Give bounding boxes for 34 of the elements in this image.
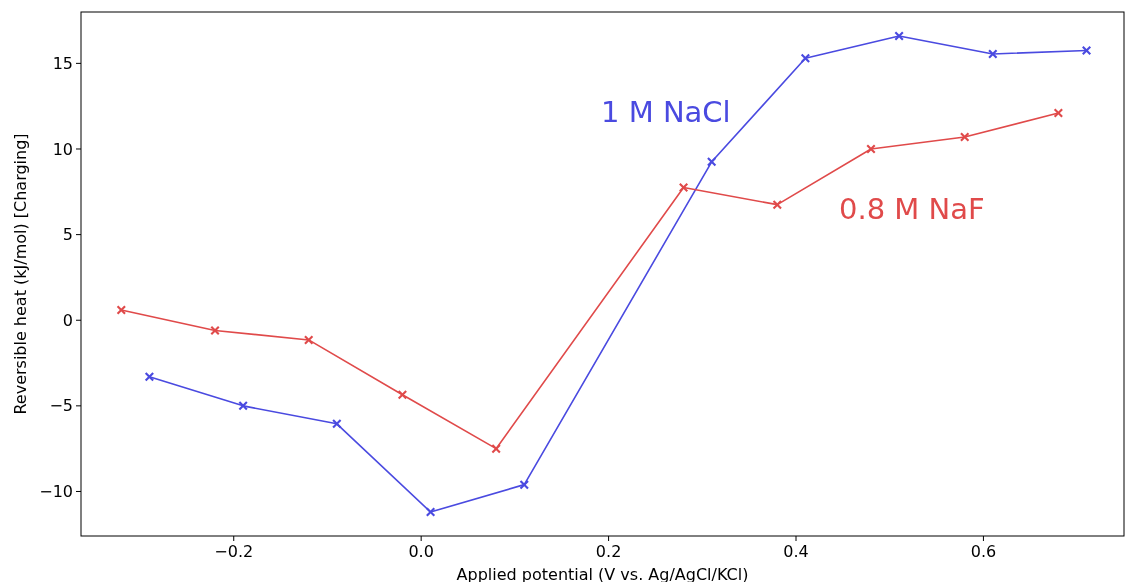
series-label: 0.8 M NaF [838,191,985,226]
point [1053,108,1063,118]
point [1082,46,1092,56]
point [491,444,501,454]
point [988,49,998,59]
point [116,305,126,315]
x-tick-label: 0.4 [783,542,809,561]
y-tick-label: −10 [39,482,73,502]
point [707,157,717,167]
point [332,419,342,429]
y-tick-label: 5 [62,225,73,245]
point [679,183,689,193]
point [866,144,876,154]
y-tick-label: 15 [52,53,73,73]
y-tick-label: 10 [52,139,73,159]
x-tick-label: 0.6 [970,542,997,561]
series-label: 1 M NaCl [600,94,731,129]
point [210,326,220,336]
point [238,401,248,411]
y-tick-label: 0 [62,310,73,330]
point [426,507,436,517]
x-tick-label: 0.2 [595,542,622,561]
x-tick-label: −0.2 [214,542,254,561]
point [894,31,904,41]
point [144,372,154,382]
x-tick-label: 0.0 [408,542,434,561]
point [800,53,810,63]
y-axis-title: Reversible heat (kJ/mol) [Charging] [11,133,30,415]
point [397,390,407,400]
point [304,335,314,345]
point [519,480,529,490]
point [960,132,970,142]
y-tick-label: −5 [49,396,73,416]
point [772,200,782,210]
